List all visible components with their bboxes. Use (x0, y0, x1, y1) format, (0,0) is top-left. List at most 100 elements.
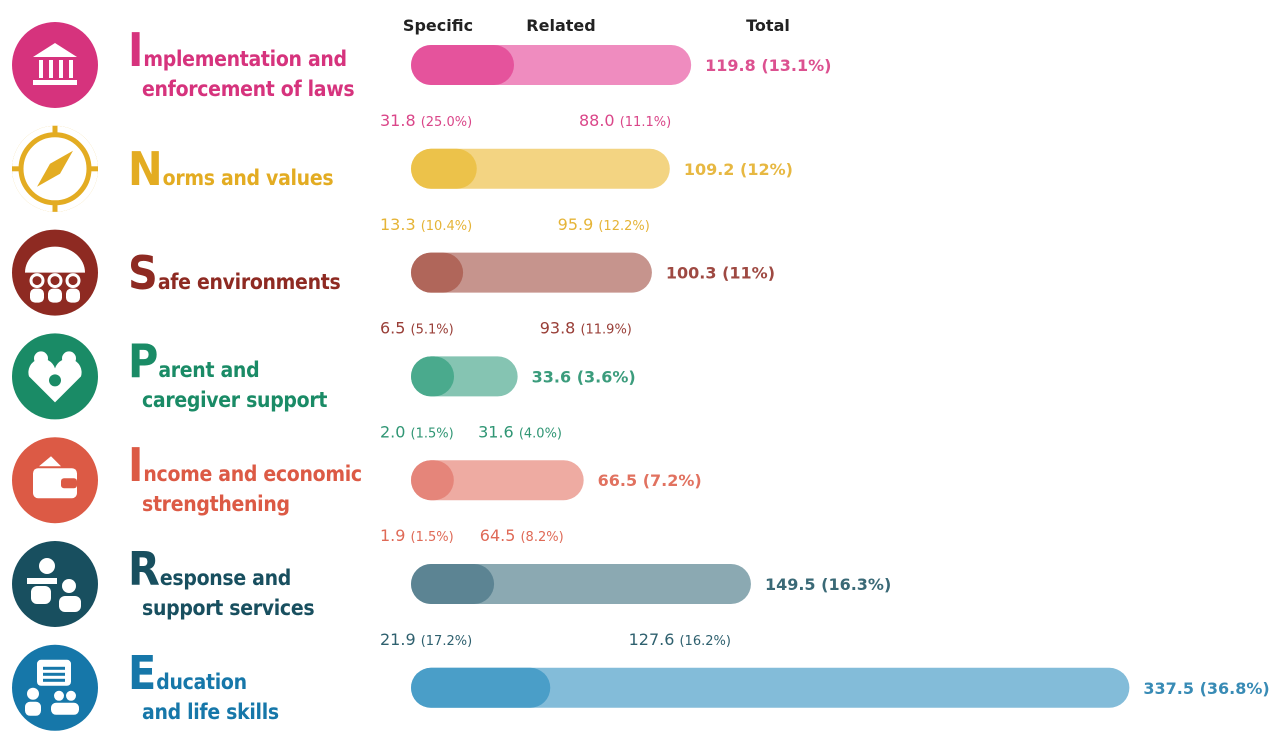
specific-bar (411, 252, 464, 293)
value-label: 88.0 (11.1%) (579, 111, 671, 130)
related-bar (411, 252, 652, 293)
category-line: Income and economic (128, 438, 362, 493)
total-share: (16.3%) (821, 575, 891, 594)
total-value: 33.6 (532, 367, 571, 386)
value-number: 287.7 (1007, 734, 1053, 737)
icon-column (39, 60, 43, 78)
value-share: (17.2%) (421, 634, 472, 649)
specific-bar (411, 564, 495, 604)
value-label: 6.5 (5.1%) (380, 319, 454, 338)
value-share: (4.0%) (519, 426, 562, 441)
total-label: 337.5 (36.8%) (1143, 679, 1269, 698)
value-label: 21.9 (17.2%) (380, 630, 472, 649)
icon-notes (39, 456, 61, 467)
value-share: (11.9%) (580, 323, 631, 338)
category-label: Education and life skills (128, 645, 388, 727)
value-label: 49.8 (39.2%) (388, 734, 480, 737)
category-label: Safe environments (128, 246, 388, 300)
category-line: Norms and values (128, 141, 334, 196)
value-label: 13.3 (10.4%) (380, 215, 472, 234)
value-number: 6.5 (380, 319, 405, 338)
value-number: 88.0 (579, 111, 615, 130)
icon-body (31, 586, 51, 604)
column-header: Total (746, 16, 790, 35)
value-share: (10.4%) (421, 219, 472, 234)
icon-column (69, 60, 73, 78)
specific-bar (411, 667, 551, 708)
value-number: 93.8 (540, 319, 576, 338)
specific-bar (411, 460, 454, 501)
total-label: 66.5 (7.2%) (598, 471, 702, 490)
icon-body (51, 702, 79, 715)
value-number: 127.6 (629, 630, 675, 649)
category-label: Income and economic strengthening (128, 438, 388, 519)
value-share: (25.0%) (421, 115, 472, 130)
category-line: caregiver support (142, 388, 328, 413)
related-bar (411, 564, 751, 604)
column-header: Related (526, 16, 595, 35)
category-line: and life skills (142, 699, 279, 724)
category-line: Response and (128, 542, 291, 596)
category-icon (12, 22, 98, 108)
icon-text-line (43, 678, 65, 682)
value-share: (8.2%) (520, 530, 563, 545)
value-share: (5.1%) (411, 323, 454, 338)
category-line: Implementation and (128, 23, 347, 77)
icon-desk (27, 578, 57, 584)
value-label: 127.6 (16.2%) (629, 630, 731, 649)
value-number: 49.8 (388, 734, 424, 737)
value-label: 1.9 (1.5%) (380, 526, 454, 545)
icon-roof (33, 43, 77, 57)
category-label: Parent and caregiver support (128, 334, 388, 415)
category-line: strengthening (142, 492, 290, 517)
value-number: 31.6 (478, 422, 514, 441)
total-value: 119.8 (705, 56, 756, 75)
total-label: 119.8 (13.1%) (705, 56, 831, 75)
value-share: (1.5%) (411, 426, 454, 441)
value-number: 95.9 (558, 215, 594, 234)
icon-wallet (33, 468, 77, 499)
category-line: support services (142, 596, 315, 620)
value-number: 64.5 (480, 526, 516, 545)
total-label: 109.2 (12%) (684, 160, 793, 179)
icon-head (54, 690, 64, 701)
specific-bar (411, 356, 455, 397)
category-icon (12, 333, 98, 420)
icon-head (66, 690, 76, 701)
icon-body (25, 701, 41, 716)
total-share: (7.2%) (643, 471, 702, 490)
total-label: 149.5 (16.3%) (765, 575, 891, 594)
value-number: 1.9 (380, 526, 405, 545)
icon-column (49, 60, 53, 78)
icon-head (27, 687, 39, 700)
icon-needle (37, 150, 73, 187)
icon-column (59, 60, 63, 78)
icon-body (48, 288, 62, 303)
icon-body (66, 288, 80, 303)
category-label: Norms and values (128, 141, 388, 196)
category-line: enforcement of laws (142, 77, 355, 101)
value-label: 2.0 (1.5%) (380, 422, 454, 441)
category-icon (12, 644, 98, 731)
specific-bar (411, 148, 477, 189)
icon-body (30, 288, 44, 303)
value-label: 31.8 (25.0%) (380, 111, 472, 130)
icon-head (62, 579, 76, 593)
icon-head (29, 273, 45, 289)
related-bar (411, 667, 1130, 708)
total-share: (36.8%) (1200, 679, 1270, 698)
total-share: (3.6%) (577, 367, 636, 386)
category-line: Education (128, 645, 247, 700)
value-label: 64.5 (8.2%) (480, 526, 564, 545)
icon-base (33, 80, 77, 85)
category-icon (12, 125, 98, 212)
column-header: Specific (403, 16, 473, 35)
icon-child (49, 374, 61, 387)
total-value: 109.2 (684, 160, 735, 179)
value-share: (11.1%) (620, 115, 671, 130)
value-label: 95.9 (12.2%) (558, 215, 650, 234)
category-icon (12, 229, 98, 316)
value-number: 13.3 (380, 215, 416, 234)
total-label: 33.6 (3.6%) (532, 367, 636, 386)
icon-clasp (61, 478, 77, 489)
